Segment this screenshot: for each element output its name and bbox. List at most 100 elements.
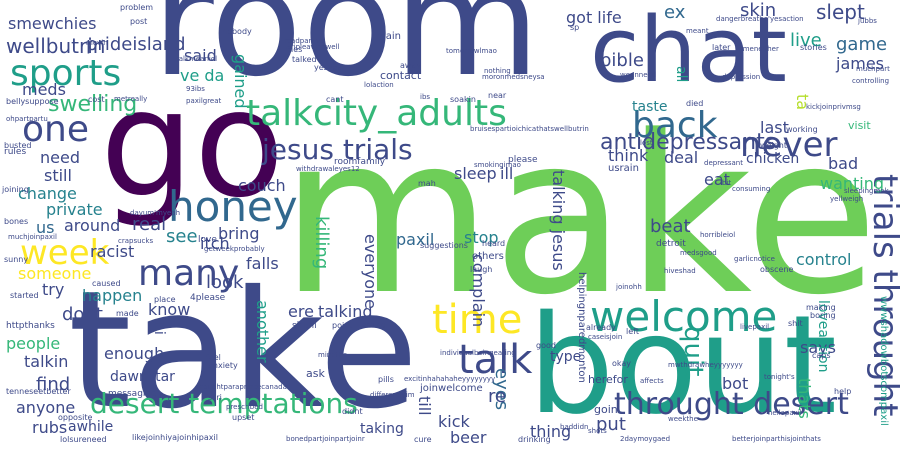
word: caused [92,279,121,288]
word: aching [362,321,386,329]
word: room [152,0,541,110]
word: joinohh [616,283,642,291]
word: bout [528,287,838,445]
word: meant [686,27,709,35]
word: talking [318,302,373,321]
word: ill [500,164,514,183]
word: left [626,327,639,336]
word: likejoinhiyajoinhipaxil [132,433,218,442]
word: us [36,218,55,237]
word: joinwelcome [420,383,483,394]
word: place [154,295,176,304]
word: think [608,146,649,165]
word: bad [828,154,859,173]
word: wwwshadowbotscompaxil [878,296,889,426]
word: many [138,253,240,294]
word: back [632,105,718,146]
word: honey [168,182,298,231]
word: sports [10,53,122,94]
word: individualbeingeating [440,349,516,357]
word: anyone [16,398,76,417]
word: couch [238,176,286,195]
word: started [10,291,39,300]
word: take [68,257,419,445]
word: sleepingmak [844,187,889,195]
word: paxilgreat [186,97,222,105]
word: heard [482,239,506,248]
word: messaging [108,389,157,399]
word: sleep [454,164,497,183]
word: game [836,34,888,55]
word: herefor [588,373,628,386]
word: cost [88,95,105,104]
word: type [550,349,582,365]
word: consuming [732,185,771,193]
word: someone [18,264,92,283]
word: tomorrowlmao [446,47,497,55]
word: busted [4,141,32,150]
word: contact [380,69,422,82]
word: till [415,396,434,416]
word: dangerbreathe'yesaction [716,15,804,23]
word: 93ibs [186,85,205,93]
word: itch [200,234,230,253]
word: later [712,43,731,52]
word: opposite [58,413,93,422]
word: ere [288,302,314,321]
word: ibs [420,93,431,101]
word: upset [232,413,255,422]
word: working [786,125,818,134]
word: slept [816,0,865,24]
word: dayum'myeah [130,209,181,217]
word: depressant [704,159,743,167]
word: lost [640,139,653,147]
word: chicken [746,151,800,167]
word: stories [800,43,827,52]
word: kick [438,412,470,431]
word: hellapaxil [768,409,802,417]
word: jubbs [858,17,877,25]
word: visit [848,119,871,132]
word: wanting [820,174,885,193]
word: swelling [48,92,138,117]
word: far [390,355,402,364]
word: antidepressants [600,130,777,155]
word: suggestions [420,241,468,250]
word: depression [722,73,761,81]
word: love [198,235,217,245]
word: muchjoinpaxil [8,233,57,241]
word: see [166,226,198,247]
word: rubs [32,418,68,437]
word: make [280,90,879,343]
word: caseisjoin [588,333,623,341]
word: everyone [361,234,380,309]
word: httpthanks [6,321,55,331]
word: usrain [608,163,639,174]
word: bot [722,374,749,393]
word: james [836,54,885,73]
word: others [472,251,504,262]
word: tonight's [764,373,795,381]
word: ssri [208,393,222,402]
word: hi [151,322,167,335]
word: crapsucks [118,237,154,245]
word: thoughtparaprincecanada [196,383,287,391]
word: metreally [114,95,148,103]
word: ex [664,2,686,23]
word: nothing [484,67,511,75]
word: throught desert [614,387,849,422]
word: falls [246,254,279,273]
word: weanneed [620,71,657,79]
word: week [20,233,110,273]
word: 2daymoygaed [620,435,671,443]
word: differentlyim [370,391,415,399]
word: talk [458,337,533,383]
word: another [253,300,272,363]
word: nobody [222,27,252,36]
word: re [488,386,507,407]
word: taste [632,99,668,115]
word: live [790,30,822,51]
word: talking jesus [549,170,568,271]
word: jesus trials [262,133,413,166]
